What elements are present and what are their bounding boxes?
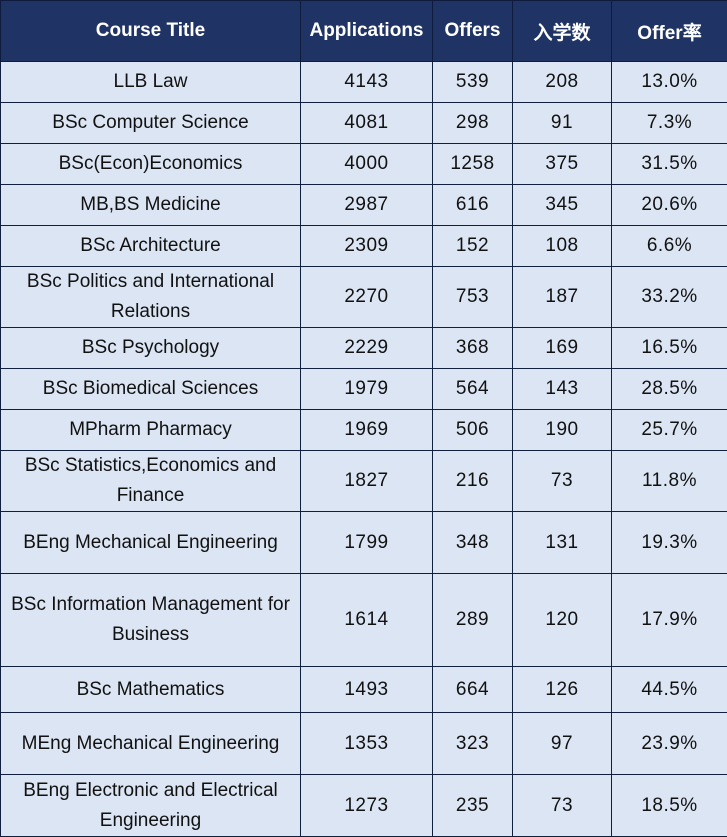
value-cell: 2270	[301, 267, 433, 328]
value-cell: 33.2%	[612, 267, 727, 328]
value-cell: 348	[433, 512, 513, 574]
value-cell: 216	[433, 451, 513, 512]
value-cell: 1258	[433, 144, 513, 185]
value-cell: 91	[513, 103, 612, 144]
value-cell: 298	[433, 103, 513, 144]
value-cell: 126	[513, 667, 612, 713]
value-cell: 120	[513, 574, 612, 667]
table-row: BSc Politics and International Relations…	[1, 267, 727, 328]
value-cell: 28.5%	[612, 369, 727, 410]
value-cell: 4000	[301, 144, 433, 185]
value-cell: 1799	[301, 512, 433, 574]
course-title-cell: BSc Psychology	[1, 328, 301, 369]
value-cell: 143	[513, 369, 612, 410]
course-title-cell: BSc Computer Science	[1, 103, 301, 144]
value-cell: 368	[433, 328, 513, 369]
value-cell: 73	[513, 451, 612, 512]
value-cell: 7.3%	[612, 103, 727, 144]
value-cell: 169	[513, 328, 612, 369]
value-cell: 539	[433, 62, 513, 103]
value-cell: 506	[433, 410, 513, 451]
course-title-cell: BSc Statistics,Economics and Finance	[1, 451, 301, 512]
course-title-cell: BSc Biomedical Sciences	[1, 369, 301, 410]
value-cell: 23.9%	[612, 713, 727, 775]
value-cell: 289	[433, 574, 513, 667]
value-cell: 2309	[301, 226, 433, 267]
course-title-cell: BEng Electronic and Electrical Engineeri…	[1, 775, 301, 837]
value-cell: 235	[433, 775, 513, 837]
value-cell: 564	[433, 369, 513, 410]
value-cell: 97	[513, 713, 612, 775]
value-cell: 1969	[301, 410, 433, 451]
header-cell: Offers	[433, 1, 513, 62]
value-cell: 31.5%	[612, 144, 727, 185]
value-cell: 190	[513, 410, 612, 451]
table-row: BEng Electronic and Electrical Engineeri…	[1, 775, 727, 837]
value-cell: 11.8%	[612, 451, 727, 512]
course-title-cell: MB,BS Medicine	[1, 185, 301, 226]
header-cell: Offer率	[612, 1, 727, 62]
value-cell: 4081	[301, 103, 433, 144]
value-cell: 1353	[301, 713, 433, 775]
course-title-cell: MPharm Pharmacy	[1, 410, 301, 451]
value-cell: 187	[513, 267, 612, 328]
value-cell: 17.9%	[612, 574, 727, 667]
value-cell: 208	[513, 62, 612, 103]
course-title-cell: BSc Architecture	[1, 226, 301, 267]
value-cell: 13.0%	[612, 62, 727, 103]
value-cell: 2987	[301, 185, 433, 226]
value-cell: 375	[513, 144, 612, 185]
value-cell: 1493	[301, 667, 433, 713]
value-cell: 19.3%	[612, 512, 727, 574]
value-cell: 323	[433, 713, 513, 775]
course-title-cell: LLB Law	[1, 62, 301, 103]
header-cell: Applications	[301, 1, 433, 62]
value-cell: 20.6%	[612, 185, 727, 226]
value-cell: 2229	[301, 328, 433, 369]
course-title-cell: BSc Politics and International Relations	[1, 267, 301, 328]
value-cell: 345	[513, 185, 612, 226]
value-cell: 6.6%	[612, 226, 727, 267]
value-cell: 131	[513, 512, 612, 574]
value-cell: 44.5%	[612, 667, 727, 713]
course-title-cell: BSc Mathematics	[1, 667, 301, 713]
value-cell: 664	[433, 667, 513, 713]
course-title-cell: MEng Mechanical Engineering	[1, 713, 301, 775]
value-cell: 16.5%	[612, 328, 727, 369]
header-cell: Course Title	[1, 1, 301, 62]
value-cell: 1614	[301, 574, 433, 667]
header-cell: 入学数	[513, 1, 612, 62]
value-cell: 1827	[301, 451, 433, 512]
value-cell: 4143	[301, 62, 433, 103]
value-cell: 152	[433, 226, 513, 267]
value-cell: 18.5%	[612, 775, 727, 837]
value-cell: 1273	[301, 775, 433, 837]
course-title-cell: BEng Mechanical Engineering	[1, 512, 301, 574]
value-cell: 616	[433, 185, 513, 226]
value-cell: 1979	[301, 369, 433, 410]
value-cell: 25.7%	[612, 410, 727, 451]
header-row: Course Title Applications Offers 入学数 Off…	[1, 1, 727, 62]
value-cell: 73	[513, 775, 612, 837]
value-cell: 753	[433, 267, 513, 328]
course-title-cell: BSc(Econ)Economics	[1, 144, 301, 185]
value-cell: 108	[513, 226, 612, 267]
course-title-cell: BSc Information Management for Business	[1, 574, 301, 667]
